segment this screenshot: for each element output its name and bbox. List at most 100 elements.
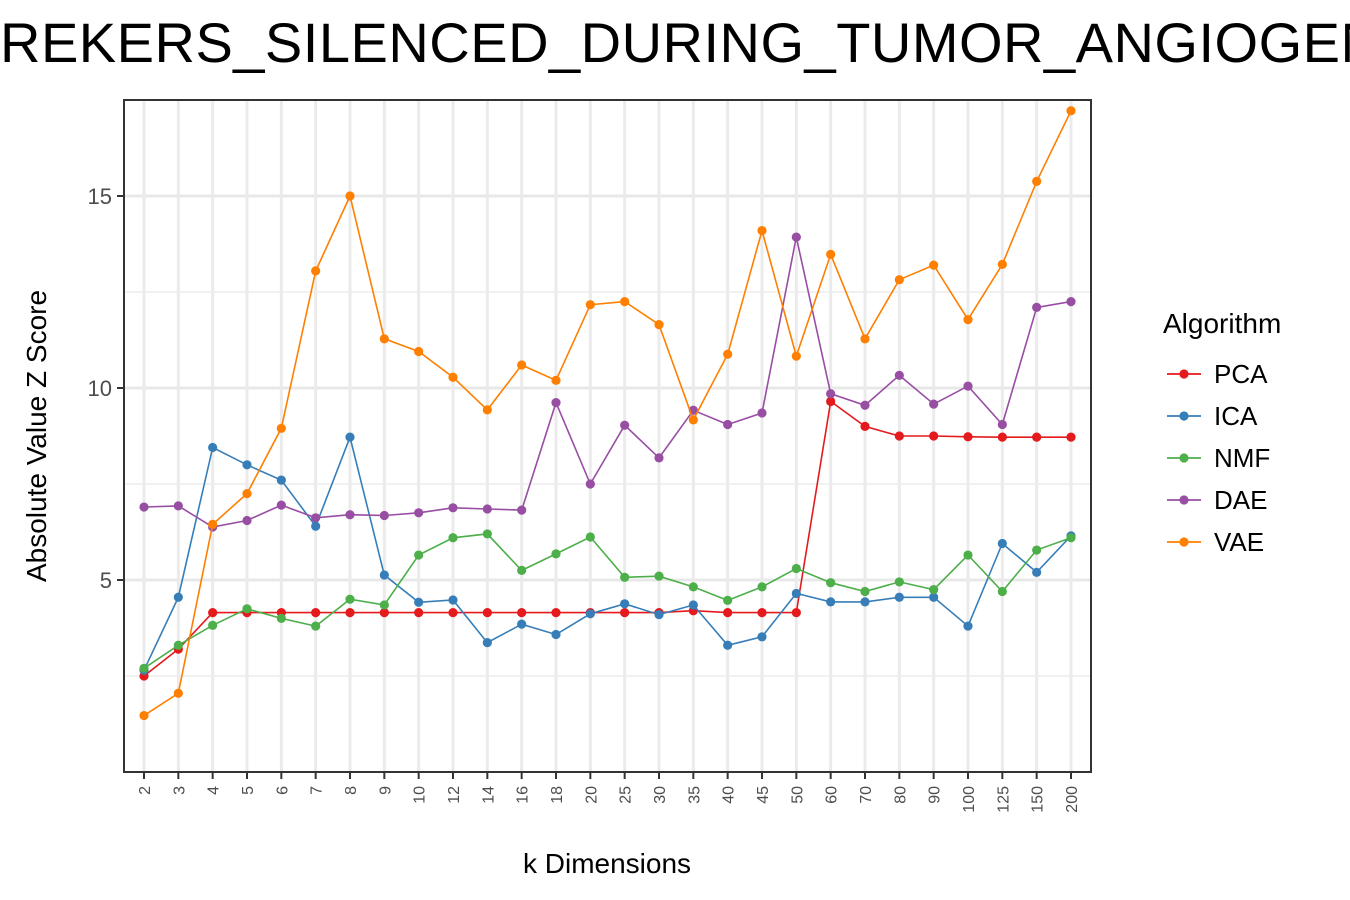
data-point-nmf <box>723 595 733 605</box>
legend-title: Algorithm <box>1163 308 1281 339</box>
data-point-ica <box>585 609 595 619</box>
x-tick-label: 12 <box>446 786 463 804</box>
data-point-ica <box>173 592 183 602</box>
data-point-ica <box>757 632 767 642</box>
data-point-vae <box>311 266 321 276</box>
x-tick-label: 60 <box>824 786 841 804</box>
x-tick-label: 9 <box>377 786 394 795</box>
x-tick-label: 90 <box>927 786 944 804</box>
data-point-pca <box>929 431 939 441</box>
data-point-vae <box>139 710 149 721</box>
data-point-dae <box>654 453 664 463</box>
legend-key-point-dae <box>1179 495 1189 505</box>
x-tick-label: 3 <box>171 786 188 795</box>
data-point-pca <box>482 608 492 618</box>
data-point-ica <box>894 592 904 602</box>
data-point-vae <box>791 351 801 361</box>
y-tick-label: 5 <box>100 568 112 593</box>
data-point-nmf <box>173 640 183 650</box>
data-point-dae <box>791 232 801 242</box>
data-point-dae <box>860 400 870 410</box>
x-tick-label: 30 <box>652 786 669 804</box>
data-point-pca <box>757 608 767 618</box>
data-point-nmf <box>276 613 286 624</box>
data-point-ica <box>1032 567 1042 577</box>
legend-key-point-vae <box>1179 537 1189 547</box>
data-point-pca <box>379 608 389 618</box>
data-point-dae <box>963 381 973 391</box>
x-tick-label: 5 <box>240 786 257 795</box>
data-point-vae <box>929 260 939 270</box>
data-point-vae <box>173 688 183 698</box>
data-point-dae <box>585 479 595 489</box>
data-point-vae <box>242 489 252 499</box>
data-point-ica <box>997 538 1007 549</box>
data-point-vae <box>585 300 595 310</box>
data-point-dae <box>311 513 321 523</box>
legend-label-nmf: NMF <box>1214 443 1270 473</box>
data-point-ica <box>208 442 218 453</box>
legend-label-pca: PCA <box>1214 359 1268 389</box>
data-point-dae <box>757 408 767 418</box>
x-tick-label: 2 <box>137 786 154 795</box>
data-point-nmf <box>894 577 904 587</box>
data-point-pca <box>345 608 355 618</box>
x-tick-label: 20 <box>583 786 600 804</box>
data-point-ica <box>654 609 664 620</box>
data-point-ica <box>345 432 355 442</box>
data-point-vae <box>826 249 836 259</box>
x-tick-label: 125 <box>995 786 1012 813</box>
data-point-pca <box>551 608 561 618</box>
data-point-dae <box>173 501 183 511</box>
series-layer <box>139 106 1076 721</box>
data-point-nmf <box>208 620 218 630</box>
x-tick-label: 40 <box>721 786 738 804</box>
data-point-nmf <box>620 572 630 582</box>
data-point-pca <box>860 421 870 431</box>
series-line-pca <box>143 399 1071 677</box>
x-tick-label: 150 <box>1030 786 1047 813</box>
data-point-dae <box>379 510 389 521</box>
data-point-dae <box>414 508 424 518</box>
data-point-pca <box>1032 432 1042 442</box>
x-tick-label: 25 <box>618 786 635 804</box>
y-axis-title: Absolute Value Z Score <box>21 290 52 582</box>
x-tick-label: 100 <box>961 786 978 813</box>
data-point-ica <box>379 570 389 580</box>
x-tick-label: 10 <box>412 786 429 804</box>
x-tick-label: 35 <box>686 786 703 804</box>
data-point-vae <box>345 191 355 201</box>
chart-title: REKERS_SILENCED_DURING_TUMOR_ANGIOGENESI… <box>0 11 1350 74</box>
data-point-nmf <box>963 550 973 560</box>
data-point-ica <box>276 475 286 485</box>
series-line-nmf <box>143 533 1072 669</box>
data-point-dae <box>551 397 561 408</box>
data-point-ica <box>242 460 252 470</box>
x-tick-label: 6 <box>274 786 291 795</box>
x-axis-title: k Dimensions <box>523 848 691 879</box>
data-point-vae <box>860 334 870 344</box>
data-point-nmf <box>688 582 698 592</box>
data-point-ica <box>414 597 424 607</box>
data-point-dae <box>894 370 904 380</box>
data-point-pca <box>208 608 218 618</box>
data-point-ica <box>482 637 492 648</box>
data-point-nmf <box>379 600 389 610</box>
x-tick-label: 14 <box>480 786 497 804</box>
data-point-pca <box>791 608 801 618</box>
data-point-nmf <box>791 563 801 574</box>
data-point-vae <box>208 519 218 529</box>
data-point-nmf <box>139 663 149 673</box>
x-tick-label: 50 <box>789 786 806 804</box>
data-point-ica <box>620 599 630 609</box>
x-tick-label: 8 <box>343 786 360 795</box>
data-point-vae <box>757 225 767 236</box>
x-tick-label: 18 <box>549 786 566 804</box>
data-point-ica <box>688 600 698 610</box>
x-tick-label: 45 <box>755 786 772 804</box>
data-point-nmf <box>757 582 767 592</box>
data-point-dae <box>242 515 252 526</box>
data-point-dae <box>276 500 286 510</box>
data-point-nmf <box>311 621 321 631</box>
plot-panel-border <box>123 99 1092 773</box>
